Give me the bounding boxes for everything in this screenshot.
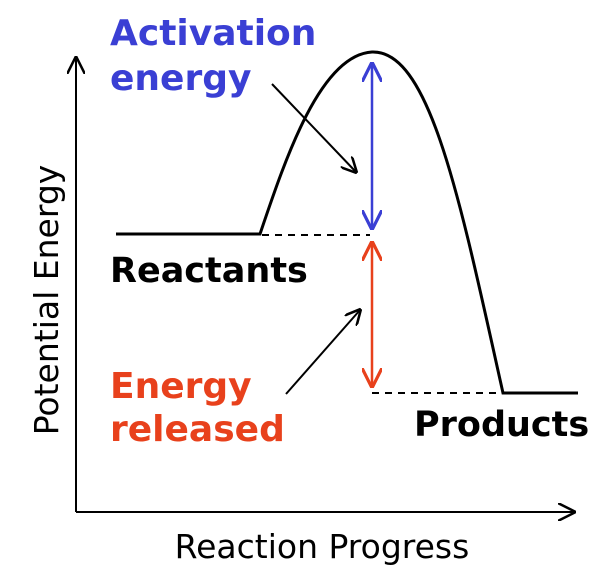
released-pointer-arrow bbox=[285, 310, 360, 395]
activation-label-line2: energy bbox=[110, 58, 251, 99]
x-axis-label: Reaction Progress bbox=[175, 527, 470, 566]
products-label: Products bbox=[414, 405, 589, 445]
energy-curve bbox=[116, 50, 578, 395]
released-label-line2: released bbox=[110, 409, 285, 450]
y-axis-label: Potential Energy bbox=[27, 165, 66, 436]
released-label-line1: Energy bbox=[110, 366, 252, 407]
activation-label-line1: Activation bbox=[110, 13, 316, 54]
activation-pointer-arrow bbox=[271, 83, 356, 172]
reactants-label: Reactants bbox=[110, 251, 308, 291]
